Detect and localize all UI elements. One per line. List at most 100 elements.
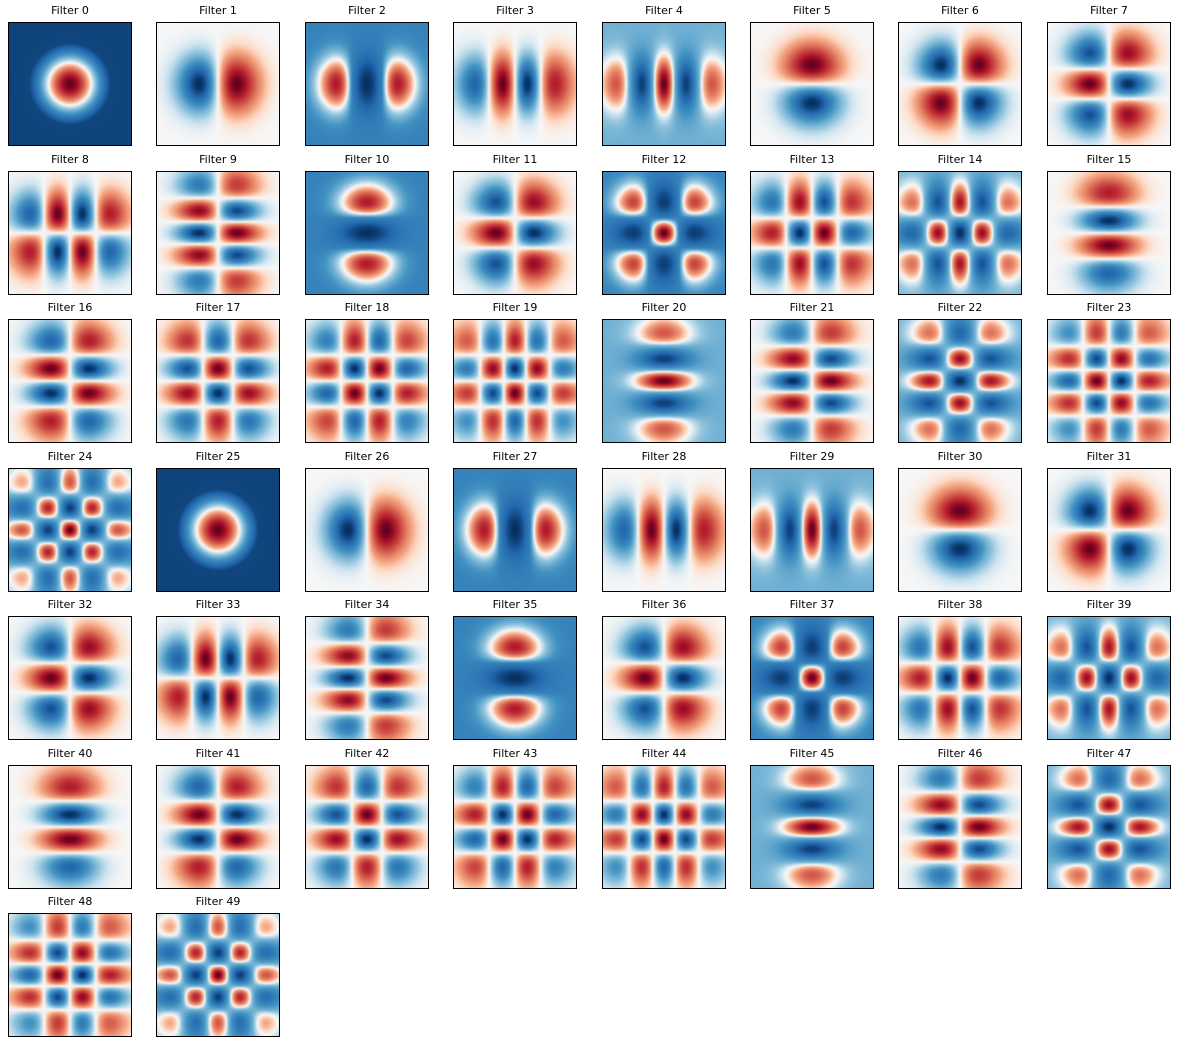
filter-cell: Filter 47 [1047, 747, 1171, 889]
filter-cell: Filter 17 [156, 301, 280, 443]
filter-cell: Filter 37 [750, 598, 874, 740]
filter-image [750, 616, 874, 740]
filter-image [305, 765, 429, 889]
filter-cell: Filter 26 [305, 450, 429, 592]
filter-title: Filter 28 [641, 450, 687, 463]
filter-title: Filter 27 [492, 450, 538, 463]
filter-image [8, 616, 132, 740]
filter-image [898, 22, 1022, 146]
filter-cell: Filter 41 [156, 747, 280, 889]
filter-image [750, 765, 874, 889]
filter-image [898, 319, 1022, 443]
filter-image [305, 468, 429, 592]
filter-image [305, 319, 429, 443]
filter-title: Filter 37 [789, 598, 835, 611]
filter-image [8, 22, 132, 146]
filter-title: Filter 45 [789, 747, 835, 760]
filter-title: Filter 31 [1086, 450, 1132, 463]
filter-title: Filter 5 [793, 4, 831, 17]
filter-title: Filter 48 [47, 895, 93, 908]
filter-title: Filter 2 [348, 4, 386, 17]
filter-cell: Filter 12 [602, 153, 726, 295]
filter-cell: Filter 32 [8, 598, 132, 740]
filter-title: Filter 1 [199, 4, 237, 17]
filter-image [453, 765, 577, 889]
filter-cell: Filter 30 [898, 450, 1022, 592]
filter-image [453, 22, 577, 146]
filter-title: Filter 21 [789, 301, 835, 314]
filter-image [305, 22, 429, 146]
filter-title: Filter 43 [492, 747, 538, 760]
filter-title: Filter 14 [937, 153, 983, 166]
filter-image [8, 913, 132, 1037]
filter-cell: Filter 15 [1047, 153, 1171, 295]
filter-cell: Filter 2 [305, 4, 429, 146]
filter-title: Filter 36 [641, 598, 687, 611]
filter-title: Filter 23 [1086, 301, 1132, 314]
filter-title: Filter 44 [641, 747, 687, 760]
filter-image [898, 616, 1022, 740]
filter-title: Filter 32 [47, 598, 93, 611]
filter-cell: Filter 48 [8, 895, 132, 1037]
filter-image [8, 468, 132, 592]
filter-image [602, 319, 726, 443]
filter-cell: Filter 43 [453, 747, 577, 889]
filter-image [453, 616, 577, 740]
filter-image [156, 468, 280, 592]
filter-title: Filter 13 [789, 153, 835, 166]
filter-cell: Filter 11 [453, 153, 577, 295]
filter-cell: Filter 14 [898, 153, 1022, 295]
filter-cell: Filter 40 [8, 747, 132, 889]
filter-cell: Filter 5 [750, 4, 874, 146]
filter-cell: Filter 24 [8, 450, 132, 592]
filter-image [602, 22, 726, 146]
filter-image [8, 765, 132, 889]
filter-cell: Filter 31 [1047, 450, 1171, 592]
filter-cell: Filter 34 [305, 598, 429, 740]
filter-image [898, 468, 1022, 592]
filter-cell: Filter 19 [453, 301, 577, 443]
filter-image [8, 319, 132, 443]
filter-title: Filter 29 [789, 450, 835, 463]
filter-image [750, 319, 874, 443]
filter-title: Filter 38 [937, 598, 983, 611]
filter-image [156, 616, 280, 740]
filter-cell: Filter 8 [8, 153, 132, 295]
filter-image [1047, 468, 1171, 592]
filter-title: Filter 47 [1086, 747, 1132, 760]
filter-cell: Filter 33 [156, 598, 280, 740]
filter-image [305, 616, 429, 740]
filter-image [156, 171, 280, 295]
filter-cell: Filter 7 [1047, 4, 1171, 146]
filter-title: Filter 18 [344, 301, 390, 314]
filter-cell: Filter 4 [602, 4, 726, 146]
filter-image [453, 468, 577, 592]
filter-title: Filter 4 [645, 4, 683, 17]
filter-title: Filter 40 [47, 747, 93, 760]
filter-title: Filter 10 [344, 153, 390, 166]
filter-title: Filter 19 [492, 301, 538, 314]
filter-cell: Filter 9 [156, 153, 280, 295]
filter-cell: Filter 23 [1047, 301, 1171, 443]
filter-cell: Filter 13 [750, 153, 874, 295]
filter-cell: Filter 22 [898, 301, 1022, 443]
filter-cell: Filter 28 [602, 450, 726, 592]
filter-title: Filter 34 [344, 598, 390, 611]
filter-cell: Filter 44 [602, 747, 726, 889]
filter-image [1047, 171, 1171, 295]
filter-title: Filter 17 [195, 301, 241, 314]
filter-image [602, 171, 726, 295]
filter-title: Filter 24 [47, 450, 93, 463]
filter-title: Filter 30 [937, 450, 983, 463]
filter-cell: Filter 20 [602, 301, 726, 443]
filter-image [750, 22, 874, 146]
filter-title: Filter 15 [1086, 153, 1132, 166]
filter-image [602, 468, 726, 592]
filter-title: Filter 39 [1086, 598, 1132, 611]
filter-cell: Filter 45 [750, 747, 874, 889]
filter-image [453, 319, 577, 443]
filter-image [750, 171, 874, 295]
filter-title: Filter 8 [51, 153, 89, 166]
filter-title: Filter 3 [496, 4, 534, 17]
